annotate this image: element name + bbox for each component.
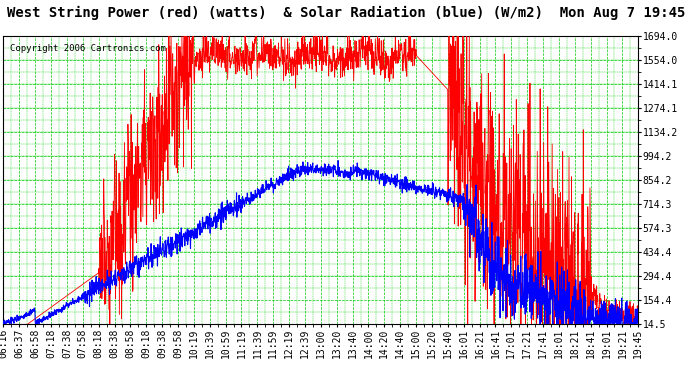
Text: West String Power (red) (watts)  & Solar Radiation (blue) (W/m2)  Mon Aug 7 19:4: West String Power (red) (watts) & Solar … — [7, 6, 685, 20]
Text: Copyright 2006 Cartronics.com: Copyright 2006 Cartronics.com — [10, 44, 166, 53]
